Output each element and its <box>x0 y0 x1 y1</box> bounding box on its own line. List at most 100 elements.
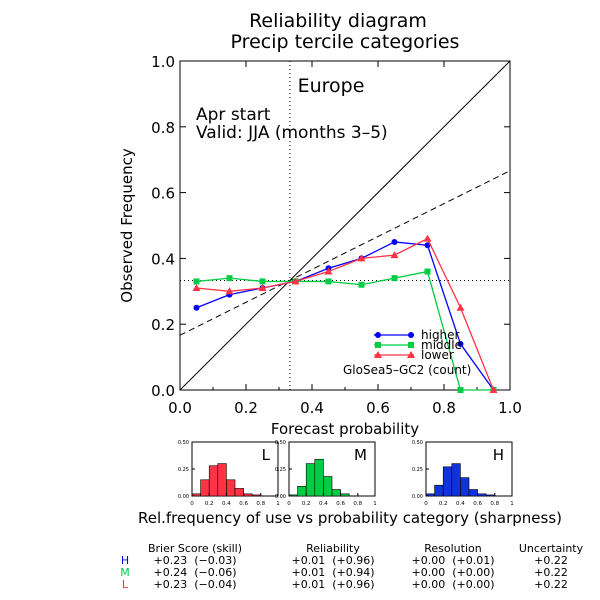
start-annotation: Apr start <box>196 105 271 125</box>
data-point-higher <box>193 304 200 311</box>
data-point-lower <box>357 254 366 262</box>
histogram-y-tick-label: 0.00 <box>412 494 423 500</box>
sharpness-histograms: 0.500.250.000 0.2 0.4 0.6 0.8 1L0.500.250.000… <box>178 440 514 507</box>
histogram-label: L <box>262 446 271 464</box>
histogram-x-tick-label: 0 <box>190 501 194 507</box>
histogram-bar <box>234 488 244 497</box>
histogram-x-tick-label: 0.6 <box>336 501 345 507</box>
x-tick-label: 0.6 <box>366 399 390 417</box>
y-tick-label: 0.2 <box>151 316 175 334</box>
histogram-bar <box>331 489 341 497</box>
histogram-y-tick-label: 0.25 <box>275 467 286 473</box>
series-line-higher <box>196 241 495 391</box>
histogram-bar <box>251 494 262 497</box>
data-point-lower <box>291 277 300 285</box>
table-row-label: L <box>122 578 129 591</box>
histogram-bar <box>460 477 470 497</box>
histogram-x-tick-label: 0.2 <box>302 501 311 507</box>
y-tick-label: 0.8 <box>151 119 175 137</box>
table-header: Uncertainty <box>519 542 584 555</box>
data-point-lower <box>390 251 399 259</box>
y-tick-label: 0.6 <box>151 185 175 203</box>
data-point-middle <box>226 275 233 282</box>
chart-subtitle: Precip tercile categories <box>231 31 460 53</box>
chart-title: Reliability diagram <box>249 10 427 32</box>
histogram-bar <box>340 493 350 497</box>
legend-marker-lower <box>407 351 415 358</box>
histogram-bar <box>323 476 333 497</box>
y-tick-label: 0.0 <box>151 382 175 400</box>
data-point-higher <box>391 238 398 245</box>
histogram-bar <box>468 489 478 497</box>
series-line-middle <box>196 270 494 391</box>
legend-marker-higher <box>375 332 381 338</box>
histogram-panel-M: 0.50 0.25 0.000 0.2 0.4 0.6 0.8 1 M <box>275 440 377 507</box>
legend-marker-lower <box>374 351 382 358</box>
histogram-x-tick-label: 0.2 <box>439 501 448 507</box>
histogram-bar <box>314 458 324 497</box>
histogram-y-tick-label: 0.00 <box>178 494 189 500</box>
y-axis-label: Observed Frequency <box>118 148 136 303</box>
histogram-bar <box>451 463 461 497</box>
histogram-panel-H: 0.50 0.25 0.000 0.2 0.4 0.6 0.8 1 H <box>412 440 514 507</box>
histogram-bar <box>477 493 487 497</box>
histogram-x-tick-label: 0.8 <box>256 501 265 507</box>
histogram-bar <box>297 485 307 497</box>
histogram-y-tick-label: 0.50 <box>178 440 189 446</box>
histogram-bar <box>200 479 210 497</box>
legend-label-middle: middle <box>421 338 462 352</box>
histogram-bar <box>208 465 219 497</box>
table-cell: +0.23 (−0.03) <box>154 554 237 567</box>
data-point-lower <box>324 267 333 275</box>
x-tick-label: 0.0 <box>168 399 192 417</box>
x-tick-label: 0.2 <box>234 399 258 417</box>
source-label: GloSea5–GC2 (count) <box>343 363 471 377</box>
data-point-lower <box>489 386 498 393</box>
histogram-x-tick-label: 0 <box>424 501 428 507</box>
table-cell: +0.00 (+0.00) <box>412 578 495 591</box>
histogram-y-tick-label: 0.25 <box>412 467 423 473</box>
histogram-x-tick-label: 0.2 <box>205 501 214 507</box>
series-line-lower <box>196 237 495 391</box>
histogram-bar <box>442 466 453 497</box>
x-tick-label: 0.4 <box>300 399 324 417</box>
no-skill-line <box>179 170 511 336</box>
histogram-label: H <box>493 446 504 464</box>
region-label: Europe <box>298 75 365 97</box>
data-point-middle <box>259 278 266 285</box>
data-point-lower <box>225 287 234 295</box>
sharpness-caption: Rel.frequency of use vs probability cate… <box>138 509 562 527</box>
histogram-y-tick-label: 0.50 <box>275 440 286 446</box>
table-cell: +0.22 <box>534 578 568 591</box>
histogram-x-tick-label: 1 <box>373 501 377 507</box>
histogram-label: M <box>354 446 367 464</box>
table-cell: +0.00 (+0.00) <box>412 566 495 579</box>
table-cell: +0.01 (+0.94) <box>292 566 375 579</box>
table-cell: +0.01 (+0.96) <box>292 554 375 567</box>
table-cell: +0.01 (+0.96) <box>292 578 375 591</box>
histogram-x-tick-label: 0.6 <box>239 501 248 507</box>
histogram-bar <box>226 479 236 497</box>
table-header: Brier Score (skill) <box>148 542 242 555</box>
table-cell: +0.00 (+0.01) <box>412 554 495 567</box>
histogram-bar <box>305 463 316 497</box>
histogram-bar <box>217 463 227 497</box>
histogram-x-tick-label: 0.4 <box>222 501 231 507</box>
series-lower <box>192 234 498 393</box>
histogram-x-tick-label: 0.4 <box>456 501 465 507</box>
data-point-lower <box>423 234 432 242</box>
histogram-x-tick-label: 0.6 <box>473 501 482 507</box>
table-header: Reliability <box>306 542 360 555</box>
histogram-x-tick-label: 0.4 <box>319 501 328 507</box>
histogram-y-tick-label: 0.50 <box>412 440 423 446</box>
data-point-middle <box>391 275 398 282</box>
table-cell: +0.22 <box>534 554 568 567</box>
data-point-higher <box>424 242 431 249</box>
histogram-x-tick-label: 0.8 <box>353 501 362 507</box>
histogram-x-tick-label: 1 <box>510 501 514 507</box>
histogram-bar <box>434 484 444 497</box>
x-tick-label: 0.8 <box>432 399 456 417</box>
data-point-middle <box>358 281 365 288</box>
histogram-y-tick-label: 0.00 <box>275 494 286 500</box>
